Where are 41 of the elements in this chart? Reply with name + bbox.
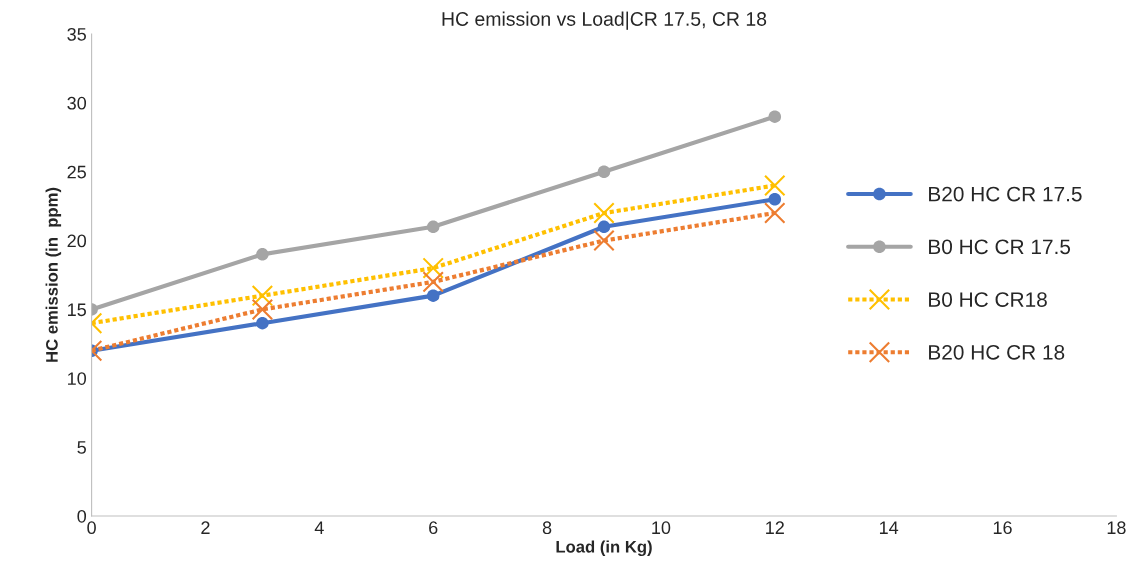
point	[768, 193, 782, 206]
point	[422, 257, 444, 279]
point	[764, 174, 786, 197]
y-tick-label: 30	[67, 96, 87, 110]
point	[597, 165, 611, 178]
point	[251, 284, 274, 307]
x-tick-label: 6	[429, 521, 438, 535]
point	[426, 220, 440, 234]
x-tick-label: 18	[1107, 521, 1126, 535]
point	[251, 298, 274, 321]
y-tick-label: 35	[67, 27, 86, 41]
point	[256, 316, 269, 330]
y-tick-label: 15	[68, 303, 86, 317]
point	[422, 271, 444, 293]
x-tick-label: 12	[766, 521, 784, 534]
point	[426, 289, 440, 302]
point	[764, 202, 786, 224]
legend-label: B0 HC CR 17.5	[929, 239, 1071, 255]
x-tick-label: 8	[542, 521, 552, 535]
y-tick-label: 20	[67, 234, 87, 248]
y-tick-label: 0	[77, 509, 87, 523]
x-tick-label: 14	[879, 521, 899, 534]
legend-label: B20 HC CR 18	[929, 344, 1065, 360]
x-tick-label: 10	[652, 521, 671, 535]
legend-label: B20 HC CR 17.5	[929, 186, 1082, 202]
point	[597, 220, 611, 234]
y-axis-title: HC emission (in ppm)	[45, 187, 62, 362]
x-tick-label: 16	[993, 521, 1012, 535]
legend-label: B0 HC CR18	[929, 292, 1047, 307]
x-tick-label: 2	[201, 521, 210, 534]
y-tick-label: 25	[67, 165, 86, 179]
x-tick-label: 0	[87, 521, 96, 535]
chart-title: HC emission vs Load|CR 17.5, CR 18	[442, 11, 767, 30]
x-tick-label: 4	[314, 521, 324, 534]
x-axis-title: Load (in Kg)	[556, 540, 652, 557]
point	[256, 248, 269, 261]
point	[593, 202, 615, 224]
y-tick-label: 5	[77, 441, 86, 454]
point	[593, 229, 615, 252]
y-tick-label: 10	[68, 372, 87, 385]
point	[768, 110, 782, 123]
